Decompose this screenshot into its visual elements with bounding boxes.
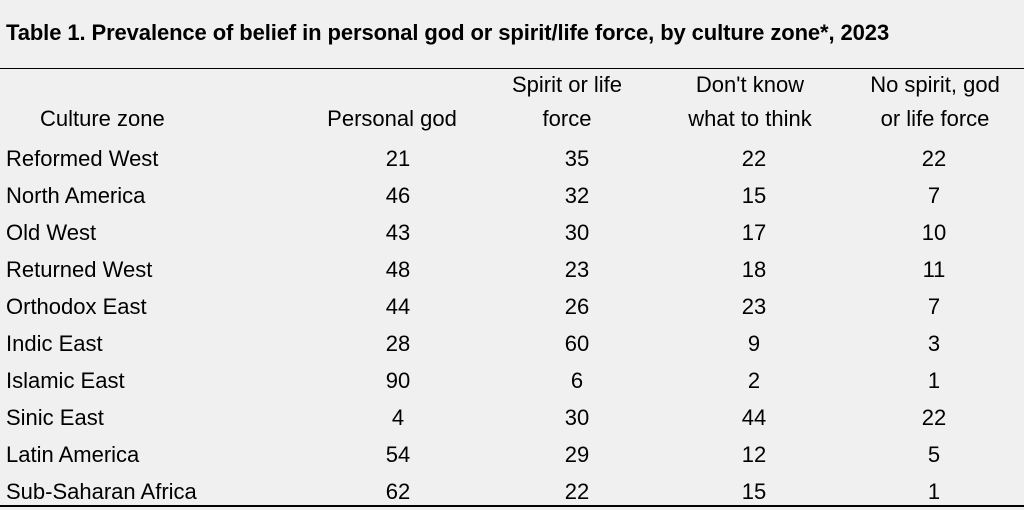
value-cell: 2 [747,367,761,393]
header-line: Spirit or life [511,72,623,97]
value-cell: 12 [741,441,767,467]
table-row: Islamic East 90 6 2 1 [0,362,1024,399]
header-line: No spirit, god [870,72,1000,97]
table-row: Orthodox East 44 26 23 7 [0,288,1024,325]
culture-zone-cell: Sub-Saharan Africa [6,478,197,504]
header-no-spirit: No spirit, god or life force [845,72,1024,136]
culture-zone-cell: North America [6,182,146,208]
value-cell: 23 [564,256,590,282]
value-cell: 3 [927,330,941,356]
value-cell: 44 [385,293,411,319]
value-cell: 9 [747,330,761,356]
header-line: Culture zone [40,106,165,131]
value-cell: 48 [385,256,411,282]
value-cell: 21 [385,145,411,171]
value-cell: 29 [564,441,590,467]
value-cell: 15 [741,478,767,504]
value-cell: 22 [564,478,590,504]
header-line: force [542,106,592,131]
value-cell: 46 [385,182,411,208]
value-cell: 7 [927,182,941,208]
culture-zone-cell: Orthodox East [6,293,147,319]
header-line: or life force [880,106,990,131]
value-cell: 22 [741,145,767,171]
table-row: North America 46 32 15 7 [0,177,1024,214]
bottom-rule [0,505,1024,507]
value-cell: 30 [564,404,590,430]
value-cell: 60 [564,330,590,356]
value-cell: 17 [741,219,767,245]
value-cell: 43 [385,219,411,245]
value-cell: 5 [927,441,941,467]
value-cell: 32 [564,182,590,208]
value-cell: 26 [564,293,590,319]
culture-zone-cell: Latin America [6,441,140,467]
value-cell: 23 [741,293,767,319]
value-cell: 28 [385,330,411,356]
table-row: Sinic East 4 30 44 22 [0,399,1024,436]
value-cell: 22 [921,404,947,430]
culture-zone-cell: Sinic East [6,404,104,430]
header-dont-know: Don't know what to think [660,72,840,136]
value-cell: 10 [921,219,947,245]
value-cell: 6 [570,367,584,393]
table-row: Old West 43 30 17 10 [0,214,1024,251]
culture-zone-cell: Indic East [6,330,103,356]
culture-zone-cell: Islamic East [6,367,125,393]
header-culture-zone: Culture zone [40,72,200,136]
value-cell: 4 [391,404,405,430]
header-line: Don't know [695,72,805,97]
header-personal-god: Personal god [300,72,484,136]
culture-zone-cell: Returned West [6,256,153,282]
value-cell: 44 [741,404,767,430]
table-row: Indic East 28 60 9 3 [0,325,1024,362]
header-line: what to think [688,106,812,131]
value-cell: 1 [927,478,941,504]
value-cell: 35 [564,145,590,171]
value-cell: 18 [741,256,767,282]
table-row: Latin America 54 29 12 5 [0,436,1024,473]
top-rule [0,68,1024,69]
value-cell: 1 [927,367,941,393]
value-cell: 11 [922,256,946,282]
table-row: Returned West 48 23 18 11 [0,251,1024,288]
value-cell: 90 [385,367,411,393]
value-cell: 15 [741,182,767,208]
value-cell: 62 [385,478,411,504]
table-row: Reformed West 21 35 22 22 [0,140,1024,177]
table-row: Sub-Saharan Africa 62 22 15 1 [0,473,1024,510]
header-spirit-life-force: Spirit or life force [480,72,654,136]
table-title: Table 1. Prevalence of belief in persona… [6,20,890,45]
header-line: Personal god [327,106,457,131]
value-cell: 7 [927,293,941,319]
value-cell: 54 [385,441,411,467]
data-table: Reformed West 21 35 22 22 North America 46 32 15… [0,140,1024,510]
value-cell: 30 [564,219,590,245]
culture-zone-cell: Old West [6,219,97,245]
culture-zone-cell: Reformed West [6,145,159,171]
value-cell: 22 [921,145,947,171]
